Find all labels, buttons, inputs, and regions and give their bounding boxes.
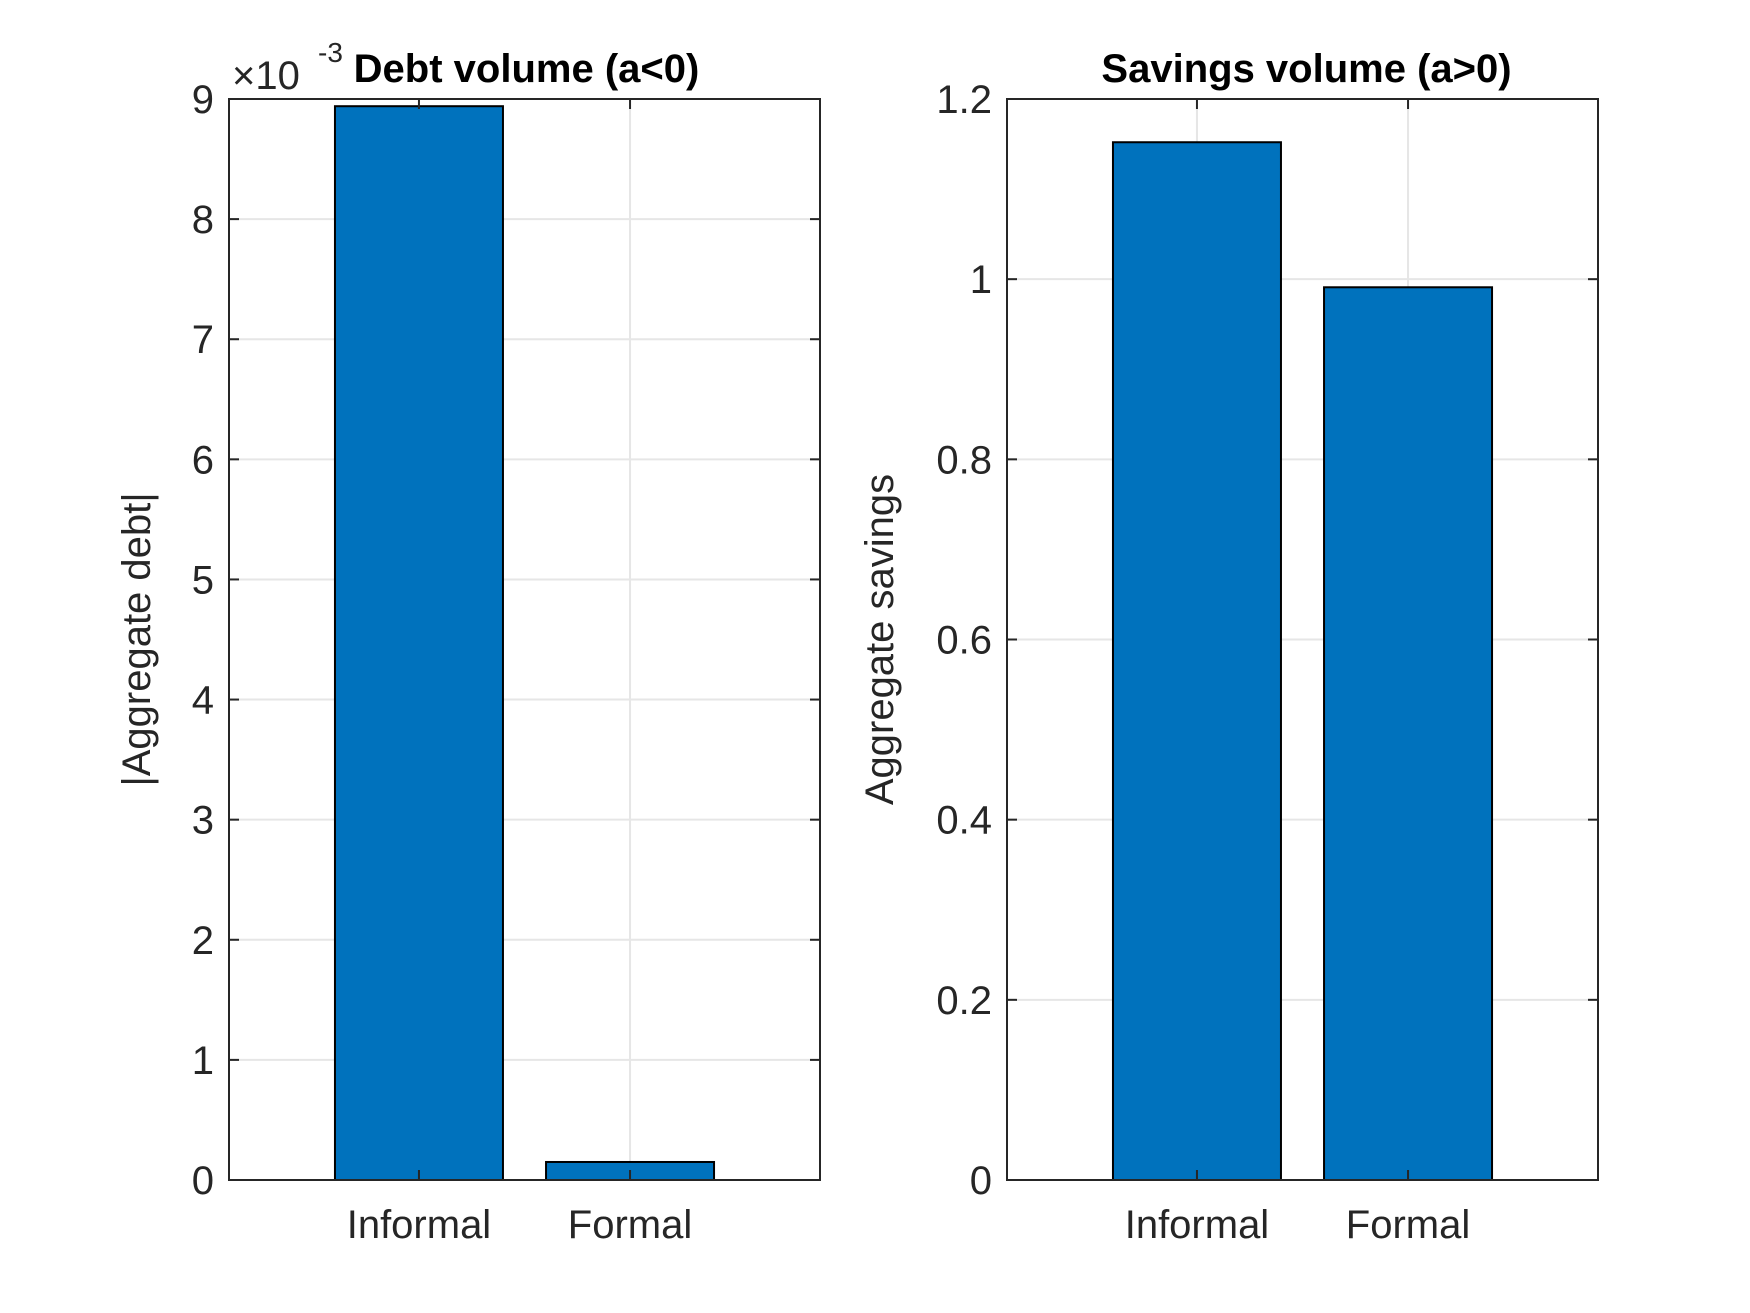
savings-chart-panel: 0 0.2 0.4 0.6 0.8 1 1.2 Informal Formal Aggregate… — [858, 47, 1599, 1247]
debt-chart-panel: 0 1 2 3 4 5 6 7 8 9 Informal Formal |Aggregate debt|… — [115, 37, 821, 1247]
savings-ytick-label: 0 — [970, 1159, 992, 1203]
savings-ytick-label: 0.2 — [936, 979, 992, 1023]
savings-chart-title: Savings volume (a>0) — [1101, 47, 1511, 91]
debt-ytick-label: 1 — [192, 1039, 214, 1083]
debt-category-label-formal: Formal — [568, 1203, 692, 1247]
debt-ytick-label: 4 — [192, 679, 214, 723]
debt-bar-informal — [333, 105, 504, 1181]
debt-axes-box — [228, 98, 821, 1181]
savings-ytick-label: 0.4 — [936, 799, 992, 843]
savings-ytick-label: 1 — [970, 258, 992, 302]
debt-ytick-label: 6 — [192, 438, 214, 482]
savings-y-axis-label: Aggregate savings — [858, 474, 902, 805]
savings-category-label-formal: Formal — [1346, 1203, 1470, 1247]
savings-ytick-label: 0.8 — [936, 438, 992, 482]
debt-ytick-label: 9 — [192, 78, 214, 122]
debt-ytick-label: 2 — [192, 919, 214, 963]
debt-chart-title: Debt volume (a<0) — [354, 47, 700, 91]
debt-plot-area — [229, 99, 820, 1180]
savings-bar-informal — [1111, 141, 1282, 1182]
debt-ytick-label: 0 — [192, 1159, 214, 1203]
debt-exponent-label: ×10 — [232, 54, 300, 98]
debt-ytick-label: 5 — [192, 558, 214, 602]
debt-exponent-power: -3 — [318, 37, 343, 68]
savings-category-label-informal: Informal — [1125, 1203, 1270, 1247]
savings-ytick-label: 1.2 — [936, 78, 992, 122]
debt-ytick-label: 3 — [192, 799, 214, 843]
debt-ytick-label: 7 — [192, 318, 214, 362]
debt-y-axis-label: |Aggregate debt| — [115, 492, 159, 786]
savings-ytick-label: 0.6 — [936, 619, 992, 663]
debt-ytick-label: 8 — [192, 198, 214, 242]
debt-category-label-informal: Informal — [347, 1203, 492, 1247]
savings-bar-formal — [1323, 286, 1494, 1181]
